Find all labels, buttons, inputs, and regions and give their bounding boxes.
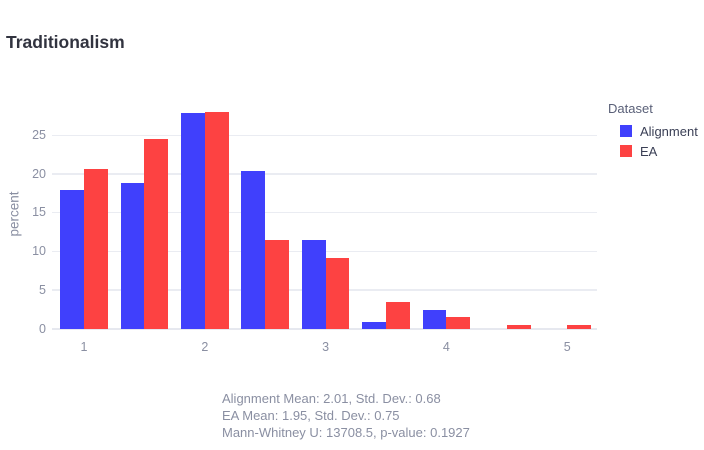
bar-alignment-1[interactable] (60, 189, 84, 329)
bar-ea-2.5[interactable] (265, 239, 289, 329)
x-tick-label: 3 (322, 340, 330, 354)
bar-alignment-4[interactable] (422, 309, 447, 329)
bar-ea-2[interactable] (204, 111, 229, 329)
bar-ea-3[interactable] (325, 257, 350, 329)
bar-alignment-2[interactable] (181, 113, 205, 329)
ea-swatch-icon (620, 145, 632, 157)
legend-item-ea[interactable]: EA (608, 141, 698, 161)
y-gridline (52, 211, 597, 214)
y-tick-label: 25 (32, 128, 46, 142)
y-gridline (52, 173, 597, 175)
legend-item-alignment[interactable]: Alignment (608, 121, 698, 141)
bar-alignment-3[interactable] (301, 239, 326, 329)
bar-ea-4[interactable] (446, 316, 471, 329)
stats-line-mannwhitney: Mann-Whitney U: 13708.5, p-value: 0.1927 (222, 424, 470, 440)
stats-line-ea: EA Mean: 1.95, Std. Dev.: 0.75 (222, 407, 400, 423)
stats-block: Alignment Mean: 2.01, Std. Dev.: 0.68 EA… (222, 391, 470, 441)
bar-alignment-2.5[interactable] (241, 171, 266, 329)
bar-ea-5[interactable] (567, 325, 591, 329)
y-tick-label: 15 (32, 205, 46, 220)
stats-line-alignment: Alignment Mean: 2.01, Std. Dev.: 0.68 (222, 391, 441, 406)
legend-item-label: EA (640, 143, 658, 159)
bar-alignment-3.5[interactable] (362, 322, 386, 329)
bar-ea-3.5[interactable] (386, 301, 410, 329)
bar-ea-1.5[interactable] (144, 138, 169, 329)
x-tick-label: 2 (201, 340, 209, 354)
bar-alignment-1.5[interactable] (120, 183, 145, 329)
bar-ea-4.5[interactable] (506, 325, 531, 329)
legend-item-label: Alignment (640, 123, 698, 139)
x-tick-label: 1 (80, 340, 88, 354)
y-tick-label: 20 (32, 166, 46, 181)
y-tick-label: 10 (32, 244, 46, 259)
y-tick-label: 0 (39, 321, 46, 336)
y-gridline (52, 134, 597, 136)
y-tick-label: 5 (39, 282, 46, 297)
legend-title: Dataset (608, 101, 653, 116)
x-axis-line (52, 328, 597, 330)
bar-ea-1[interactable] (84, 168, 108, 329)
chart-title: Traditionalism (6, 32, 125, 52)
alignment-swatch-icon (620, 125, 632, 137)
x-tick-label: 5 (563, 340, 571, 354)
legend: Dataset Alignment EA (608, 101, 698, 161)
x-tick-label: 4 (442, 340, 450, 354)
